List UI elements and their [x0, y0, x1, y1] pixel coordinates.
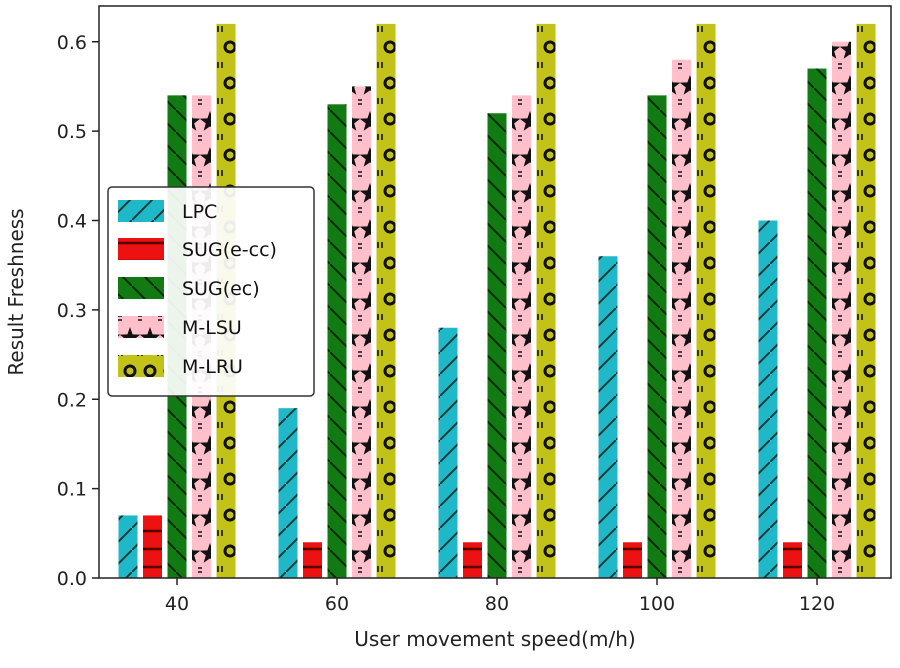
bar-hatch [438, 327, 458, 578]
bar-hatch [758, 220, 778, 578]
x-tick-label: 40 [165, 593, 189, 615]
legend-label-sug-ec: SUG(ec) [182, 278, 260, 300]
bar-hatch [807, 68, 827, 578]
legend-swatch-sug-ec-hatch [118, 277, 164, 299]
legend-entry-m-lru: M-LRU [118, 355, 243, 378]
bar-hatch [832, 41, 851, 578]
bar-hatch [118, 515, 138, 578]
legend-swatch-sug-ecc-hatch [118, 238, 164, 260]
bar-sug-e-cc-120 [783, 542, 802, 578]
bar-m-lsu-120 [832, 41, 851, 578]
bar-hatch [512, 95, 531, 578]
y-axis: 0.0 0.1 0.2 0.3 0.4 0.5 0.6 [57, 32, 99, 590]
bar-m-lsu-60 [352, 86, 371, 578]
y-tick-label: 0.4 [57, 211, 87, 233]
bar-hatch [376, 23, 396, 578]
x-axis-title: User movement speed(m/h) [354, 627, 635, 651]
y-tick-label: 0.2 [57, 389, 87, 411]
x-tick-label: 60 [325, 593, 349, 615]
bar-hatch [536, 23, 556, 578]
bar-hatch [463, 542, 482, 578]
bar-sug-ec-60 [327, 104, 347, 578]
bar-hatch [303, 542, 322, 578]
y-tick-label: 0.6 [57, 32, 87, 54]
bar-m-lru-80 [536, 23, 556, 578]
x-axis: 40 60 80 100 120 [165, 578, 835, 615]
bar-lpc-120 [758, 220, 778, 578]
x-tick-label: 80 [485, 593, 509, 615]
bar-hatch [143, 515, 162, 578]
bar-lpc-100 [598, 256, 618, 578]
bar-hatch [327, 104, 347, 578]
bar-m-lru-100 [696, 23, 716, 578]
legend-entry-lpc: LPC [118, 200, 217, 223]
legend-entry-sug-ecc: SUG(e-cc) [118, 238, 277, 261]
bar-lpc-40 [118, 515, 138, 578]
legend-swatch-m-lsu-hatch [118, 316, 164, 338]
legend-swatch-m-lru-hatch [118, 355, 164, 377]
bar-hatch [623, 542, 642, 578]
legend-entry-m-lsu: M-LSU [118, 316, 242, 339]
bar-m-lru-120 [856, 23, 876, 578]
legend: LPC SUG(e-cc) SUG(ec) M-LSU M-LRU [107, 186, 315, 397]
legend-label-sug-ecc: SUG(e-cc) [182, 239, 277, 261]
bar-m-lru-60 [376, 23, 396, 578]
bar-hatch [487, 113, 507, 578]
y-axis-title: Result Freshness [4, 208, 28, 375]
bar-hatch [672, 59, 691, 578]
bar-hatch [278, 408, 298, 578]
bar-sug-e-cc-80 [463, 542, 482, 578]
bar-lpc-60 [278, 408, 298, 578]
bar-sug-e-cc-100 [623, 542, 642, 578]
legend-label-m-lsu: M-LSU [182, 317, 242, 339]
bar-sug-ec-80 [487, 113, 507, 578]
y-tick-label: 0.3 [57, 300, 87, 322]
plot-frame [98, 5, 892, 579]
legend-label-lpc: LPC [182, 201, 217, 223]
bar-hatch [598, 256, 618, 578]
y-tick-label: 0.5 [57, 121, 87, 143]
bar-sug-ec-100 [647, 95, 667, 578]
bar-hatch [647, 95, 667, 578]
legend-entry-sug-ec: SUG(ec) [118, 277, 260, 300]
y-tick-label: 0.0 [57, 568, 87, 590]
bar-m-lsu-80 [512, 95, 531, 578]
bar-sug-e-cc-40 [143, 515, 162, 578]
x-tick-label: 120 [799, 593, 835, 615]
bar-hatch [352, 86, 371, 578]
bar-lpc-80 [438, 327, 458, 578]
x-tick-label: 100 [639, 593, 675, 615]
bar-hatch [696, 23, 716, 578]
y-tick-label: 0.1 [57, 479, 87, 501]
bar-m-lsu-100 [672, 59, 691, 578]
bar-hatch [783, 542, 802, 578]
legend-label-m-lru: M-LRU [182, 356, 243, 378]
bar-hatch [856, 23, 876, 578]
bar-sug-e-cc-60 [303, 542, 322, 578]
bar-sug-ec-120 [807, 68, 827, 578]
legend-swatch-lpc-hatch [118, 200, 164, 222]
